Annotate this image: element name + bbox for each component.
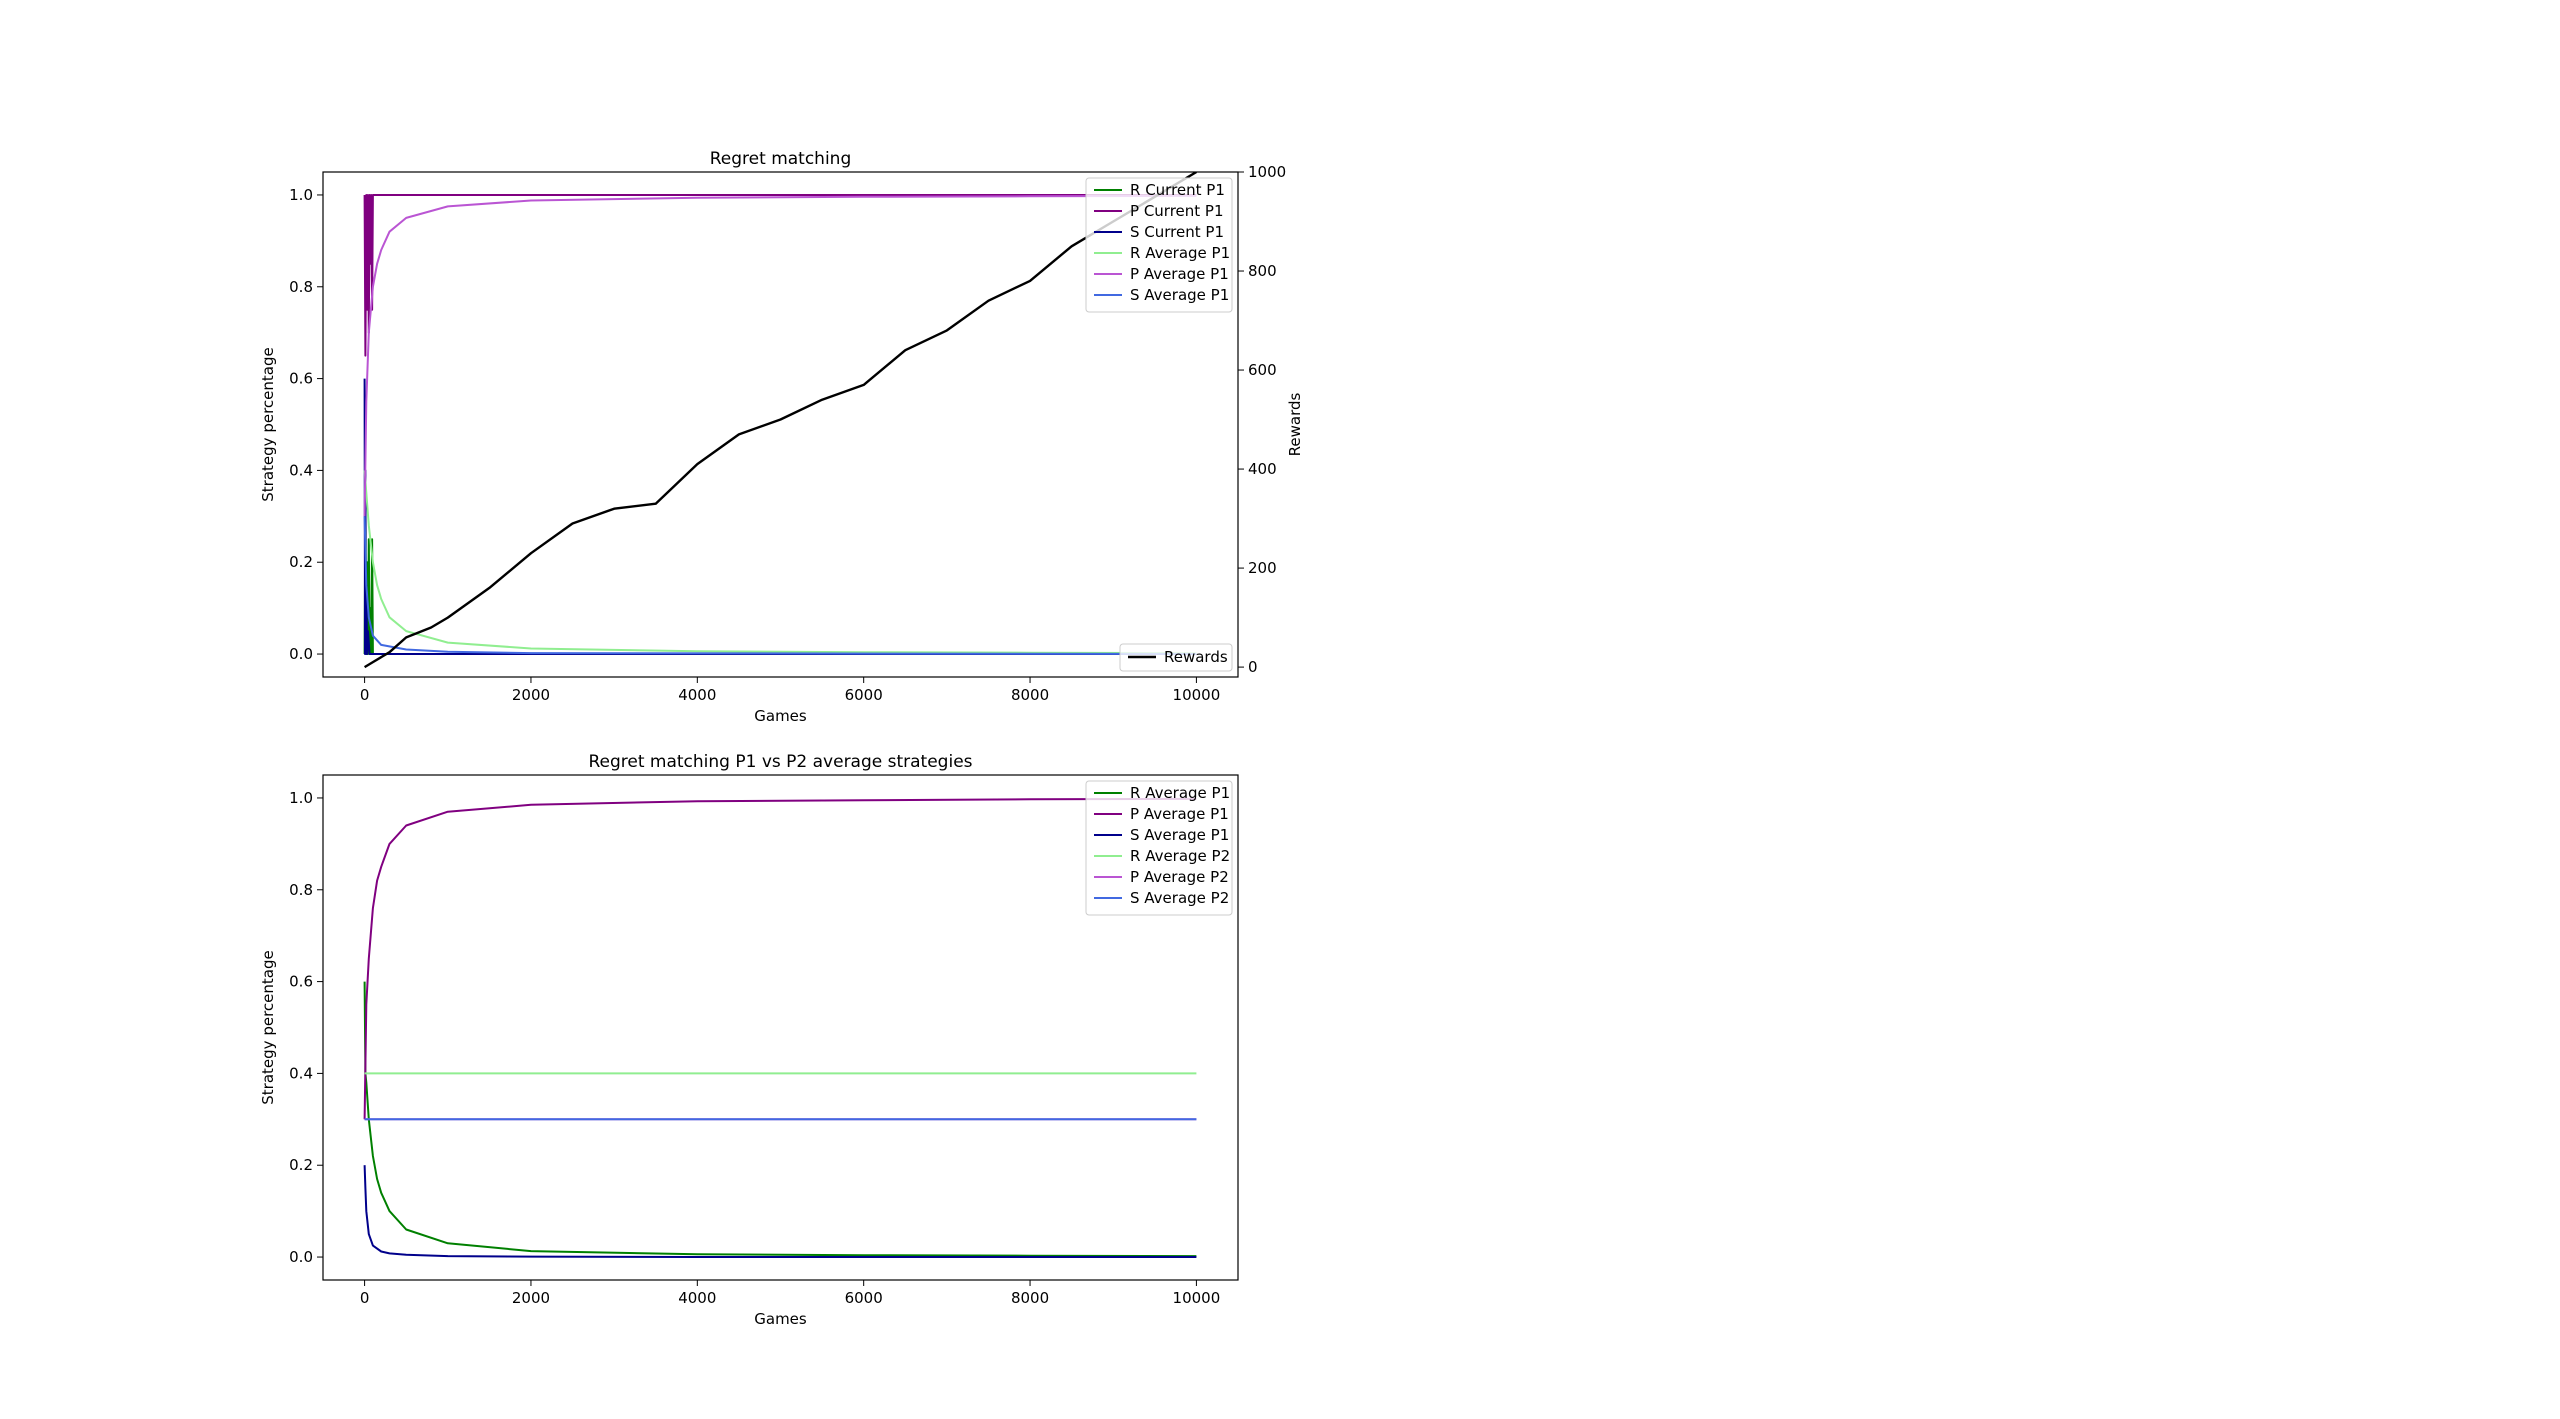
y2-tick-label: 800 bbox=[1248, 262, 1277, 280]
legend-label-rewards: Rewards bbox=[1164, 648, 1228, 666]
series-group bbox=[363, 797, 1197, 1258]
y-tick-label: 0.6 bbox=[289, 370, 313, 388]
legend-rewards: Rewards bbox=[1119, 643, 1233, 672]
y-tick-label: 0.8 bbox=[289, 881, 313, 899]
x-tick-label: 10000 bbox=[1173, 1289, 1221, 1307]
legend-label-s-current-p1: S Current P1 bbox=[1130, 223, 1224, 241]
y-tick-label: 0.4 bbox=[289, 1064, 313, 1082]
x-tick-label: 4000 bbox=[678, 1289, 716, 1307]
y-tick-label: 0.0 bbox=[289, 1248, 313, 1266]
y2-tick-label: 0 bbox=[1248, 658, 1258, 676]
chart-p1-vs-p2-average-strategies: Regret matching P1 vs P2 average strateg… bbox=[259, 752, 1239, 1328]
legend-label-r-current-p1: R Current P1 bbox=[1130, 181, 1225, 199]
legend: R Current P1 P Current P1 S Current P1 R Av… bbox=[1085, 177, 1233, 313]
legend-label-r-average-p1: R Average P1 bbox=[1130, 784, 1230, 802]
axes-frame bbox=[322, 171, 1239, 678]
y2-tick-label: 600 bbox=[1248, 361, 1277, 379]
legend-label-r-average-p1: R Average P1 bbox=[1130, 244, 1230, 262]
legend-label-s-average-p2: S Average P2 bbox=[1130, 889, 1229, 907]
legend-box bbox=[1085, 780, 1233, 916]
legend-label-s-average-p1: S Average P1 bbox=[1130, 826, 1229, 844]
y-tick-label: 1.0 bbox=[289, 186, 313, 204]
series-line-rewards bbox=[363, 172, 1198, 669]
series-group bbox=[363, 172, 1198, 669]
series-line-p-current-p1 bbox=[363, 194, 1197, 357]
series-line-r-average-p1 bbox=[363, 981, 1197, 1258]
series-line-s-average-p1 bbox=[363, 516, 1197, 655]
chart-title: Regret matching P1 vs P2 average strateg… bbox=[588, 752, 972, 772]
legend-label-p-current-p1: P Current P1 bbox=[1130, 202, 1224, 220]
series-line-r-current-p1 bbox=[363, 492, 1197, 655]
legend-label-s-average-p1: S Average P1 bbox=[1130, 286, 1229, 304]
y-axis-label: Strategy percentage bbox=[259, 950, 277, 1104]
y-tick-label: 1.0 bbox=[289, 789, 313, 807]
x-axis-label: Games bbox=[754, 1310, 807, 1328]
legend-box bbox=[1085, 177, 1233, 313]
x-tick-label: 8000 bbox=[1011, 686, 1049, 704]
legend-box bbox=[1119, 643, 1233, 672]
series-line-p-average-p1 bbox=[363, 194, 1197, 517]
x-tick-label: 0 bbox=[360, 1289, 370, 1307]
series-line-p-average-p1 bbox=[363, 797, 1197, 1120]
y2-tick-label: 1000 bbox=[1248, 163, 1286, 181]
y-tick-label: 0.8 bbox=[289, 278, 313, 296]
x-tick-label: 2000 bbox=[512, 1289, 550, 1307]
x-tick-label: 6000 bbox=[845, 686, 883, 704]
legend-label-p-average-p1: P Average P1 bbox=[1130, 805, 1229, 823]
series-line-s-average-p1 bbox=[363, 1165, 1197, 1258]
y-tick-label: 0.6 bbox=[289, 973, 313, 991]
series-line-r-average-p1 bbox=[363, 470, 1197, 655]
y-tick-label: 0.4 bbox=[289, 461, 313, 479]
x-axis-label: Games bbox=[754, 707, 807, 725]
x-tick-label: 10000 bbox=[1173, 686, 1221, 704]
y2-axis-label: Rewards bbox=[1286, 392, 1304, 456]
y-tick-label: 0.2 bbox=[289, 1156, 313, 1174]
x-tick-label: 2000 bbox=[512, 686, 550, 704]
y-tick-label: 0.2 bbox=[289, 553, 313, 571]
y-tick-label: 0.0 bbox=[289, 645, 313, 663]
legend: R Average P1 P Average P1 S Average P1 R Av… bbox=[1085, 780, 1233, 916]
x-tick-label: 6000 bbox=[845, 1289, 883, 1307]
legend-label-r-average-p2: R Average P2 bbox=[1130, 847, 1230, 865]
legend-label-p-average-p1: P Average P1 bbox=[1130, 265, 1229, 283]
x-tick-label: 8000 bbox=[1011, 1289, 1049, 1307]
y-axis-label: Strategy percentage bbox=[259, 347, 277, 501]
axes-frame bbox=[322, 774, 1239, 1281]
legend-label-p-average-p2: P Average P2 bbox=[1130, 868, 1229, 886]
y2-tick-label: 400 bbox=[1248, 460, 1277, 478]
x-tick-label: 4000 bbox=[678, 686, 716, 704]
x-tick-label: 0 bbox=[360, 686, 370, 704]
y2-tick-label: 200 bbox=[1248, 559, 1277, 577]
chart-title: Regret matching bbox=[710, 149, 852, 169]
